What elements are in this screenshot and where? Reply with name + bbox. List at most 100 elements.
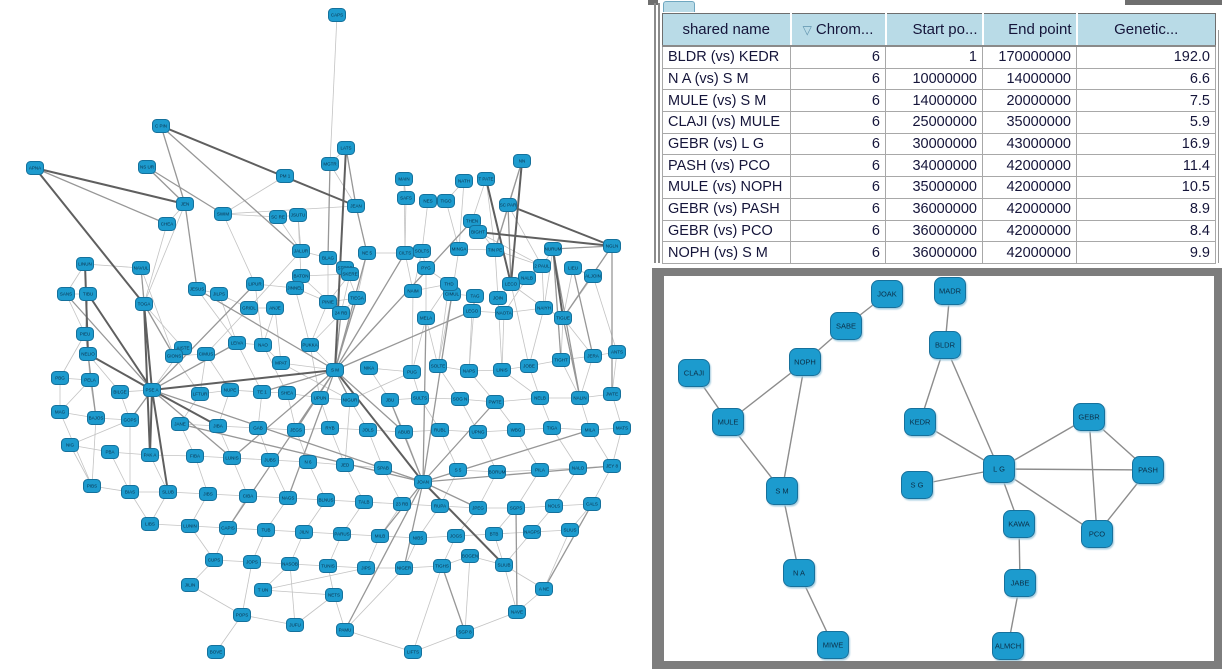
table-cell[interactable]: 6 [790, 219, 886, 243]
network-node[interactable]: PARUS [333, 527, 351, 541]
network-node[interactable]: JPEG [469, 501, 487, 515]
network-edge[interactable] [389, 399, 424, 483]
network-node[interactable]: BOVE [207, 645, 225, 659]
network-node[interactable]: A NE [535, 582, 553, 596]
network-node[interactable]: THD [440, 277, 458, 291]
network-edge[interactable] [422, 481, 505, 566]
network-node[interactable]: SOLTE [429, 359, 447, 373]
table-cell[interactable]: 6 [790, 176, 886, 199]
table-cell[interactable]: 6 [790, 45, 886, 69]
network-node[interactable]: BOGEN [461, 549, 479, 563]
network-node[interactable]: NUPE [221, 383, 239, 397]
network-node[interactable]: NES [419, 194, 437, 208]
table-row[interactable]: N A (vs) S M 6 10000000 14000000 6.6 [662, 67, 1216, 91]
network-node[interactable]: NGLN [603, 239, 621, 253]
scrollbar-track[interactable] [1218, 30, 1219, 263]
network-node[interactable]: TUB [257, 523, 275, 537]
filter-icon[interactable]: ▽ [802, 23, 812, 37]
network-node[interactable]: BLAG [319, 251, 337, 265]
table-cell[interactable]: 42000000 [982, 154, 1077, 178]
network-edge[interactable] [87, 293, 153, 391]
network-node[interactable]: MPAT [272, 356, 290, 370]
network-edge[interactable] [334, 369, 424, 483]
network-node[interactable]: MATS [613, 421, 631, 435]
network-edge[interactable] [334, 220, 473, 371]
network-edge[interactable] [294, 287, 311, 346]
network-edge[interactable] [422, 481, 479, 509]
network-edge[interactable] [189, 584, 243, 616]
network-edge[interactable] [412, 565, 443, 653]
network-edge[interactable] [236, 342, 263, 393]
network-node[interactable]: PILA [531, 463, 549, 477]
network-node[interactable]: JALUR [292, 244, 310, 258]
network-node[interactable]: JUBS [261, 453, 279, 467]
network-edge[interactable] [222, 213, 256, 285]
network-node[interactable]: GIONS [165, 349, 183, 363]
network-node[interactable]: JESUS [188, 282, 206, 296]
network-node[interactable]: NALIN [571, 391, 589, 405]
network-node[interactable]: TE 1 [253, 385, 271, 399]
network-node[interactable]: SLUB [159, 485, 177, 499]
network-node[interactable]: UPUN [311, 391, 329, 405]
network-node[interactable]: BLDR [929, 331, 961, 359]
table-cell[interactable]: 6 [790, 154, 886, 178]
network-edge[interactable] [468, 310, 473, 372]
network-node[interactable]: JANE [171, 417, 189, 431]
network-node[interactable]: NAGPS [523, 525, 541, 539]
network-node[interactable]: JEN [176, 197, 194, 211]
network-node[interactable]: PASH [1132, 456, 1164, 484]
network-node[interactable]: MILA [581, 423, 599, 437]
network-node[interactable]: CIBA [239, 489, 257, 503]
network-edge[interactable] [34, 167, 186, 205]
network-node[interactable]: ALJOIN [584, 269, 602, 283]
network-edge[interactable] [334, 252, 406, 371]
network-node[interactable]: LINIS [493, 363, 511, 377]
network-node[interactable]: CIMUS [197, 347, 215, 361]
network-node[interactable]: ABUB [395, 425, 413, 439]
network-edge[interactable] [441, 565, 466, 633]
network-node[interactable]: NIGER [395, 561, 413, 575]
network-node[interactable]: TIBU [79, 287, 97, 301]
network-node[interactable]: NASOB [281, 557, 299, 571]
table-cell[interactable]: 6 [790, 132, 886, 156]
table-cell[interactable]: 25000000 [885, 111, 983, 134]
network-edge[interactable] [334, 369, 405, 433]
network-node[interactable]: CAPS [328, 8, 346, 22]
network-node[interactable]: JIBA [209, 419, 227, 433]
table-row[interactable]: GEBR (vs) L G 6 30000000 43000000 16.9 [662, 132, 1216, 156]
network-node[interactable]: PM 1 [276, 169, 294, 183]
network-edge[interactable] [552, 248, 562, 361]
network-node[interactable]: TUNIS [319, 559, 337, 573]
network-node[interactable]: JUFU [286, 618, 304, 632]
network-node[interactable]: CILTS [396, 246, 414, 260]
network-node[interactable]: JILN [295, 525, 313, 539]
network-node[interactable]: SLIUB [495, 558, 513, 572]
table-cell[interactable]: CLAJI (vs) MULE [662, 111, 791, 134]
network-node[interactable]: BILGE [111, 385, 129, 399]
network-edge[interactable] [344, 399, 351, 466]
network-edge[interactable] [543, 503, 593, 590]
network-edge[interactable] [143, 303, 175, 357]
network-edge[interactable] [592, 275, 618, 353]
table-cell[interactable]: 42000000 [982, 241, 1077, 264]
network-edge[interactable] [69, 419, 131, 446]
network-node[interactable]: T UN [254, 583, 272, 597]
network-node[interactable]: CUPS [205, 553, 223, 567]
network-edge[interactable] [262, 589, 335, 596]
network-edge[interactable] [528, 307, 545, 367]
network-node[interactable]: SOLTS [413, 244, 431, 258]
network-edge[interactable] [510, 283, 530, 367]
network-node[interactable]: LIEU [564, 261, 582, 275]
network-node[interactable]: JOPS [243, 555, 261, 569]
network-node[interactable]: PIBS [83, 479, 101, 493]
network-node[interactable]: CHEA [158, 217, 176, 231]
table-cell[interactable]: 11.4 [1076, 154, 1216, 178]
network-edge[interactable] [543, 248, 554, 309]
network-node[interactable]: LECO [502, 277, 520, 291]
table-cell[interactable]: NOPH (vs) S M [662, 241, 791, 264]
network-edge[interactable] [261, 369, 336, 393]
table-cell[interactable]: 16.9 [1076, 132, 1216, 156]
table-cell[interactable]: PASH (vs) PCO [662, 154, 791, 178]
network-node[interactable]: MILB [371, 529, 389, 543]
